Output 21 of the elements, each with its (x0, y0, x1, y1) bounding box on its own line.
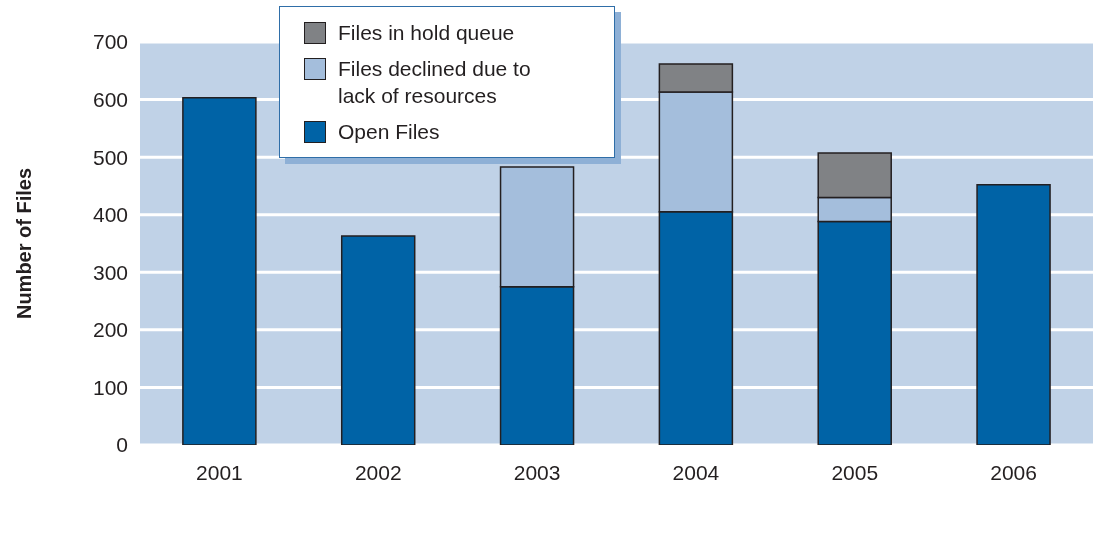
y-tick-label: 200 (92, 318, 128, 342)
y-tick-label: 400 (92, 203, 128, 227)
y-tick-label: 100 (92, 375, 128, 399)
y-tick-label: 0 (116, 433, 128, 457)
x-tick-label: 2003 (513, 460, 561, 484)
bar (976, 184, 1051, 445)
y-tick-label: 600 (92, 88, 128, 112)
x-tick-label: 2005 (831, 460, 879, 484)
y-tick-label: 700 (92, 30, 128, 54)
bar (340, 235, 416, 445)
bar (182, 97, 257, 445)
legend-label: Files in hold queue (338, 20, 515, 46)
x-tick-label: 2004 (672, 460, 720, 484)
legend-label: Files declined due to lack of resources (338, 56, 532, 109)
x-tick-label: 2001 (196, 460, 243, 484)
y-tick-label: 300 (92, 260, 128, 284)
legend-label: Open Files (338, 119, 440, 145)
y-axis-title: Number of Files (13, 167, 35, 320)
y-tick-label: 500 (92, 145, 128, 169)
x-tick-label: 2006 (990, 460, 1037, 484)
x-tick-label: 2002 (354, 460, 402, 484)
